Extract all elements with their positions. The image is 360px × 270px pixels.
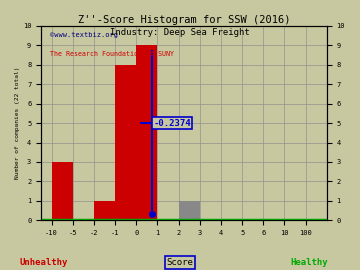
Bar (136, 45, 157, 220)
Y-axis label: Number of companies (22 total): Number of companies (22 total) (15, 67, 20, 179)
Bar (51, 162, 73, 220)
Text: -0.2374: -0.2374 (153, 119, 191, 128)
Text: Industry: Deep Sea Freight: Industry: Deep Sea Freight (110, 28, 250, 37)
Text: ©www.textbiz.org: ©www.textbiz.org (50, 32, 118, 38)
Bar (94, 201, 115, 220)
Title: Z''-Score Histogram for SSW (2016): Z''-Score Histogram for SSW (2016) (78, 15, 290, 25)
Text: Score: Score (167, 258, 193, 267)
Bar (179, 201, 200, 220)
Text: The Research Foundation of SUNY: The Research Foundation of SUNY (50, 51, 174, 57)
Text: Healthy: Healthy (291, 258, 328, 267)
Bar (115, 65, 136, 220)
Text: Unhealthy: Unhealthy (19, 258, 67, 267)
